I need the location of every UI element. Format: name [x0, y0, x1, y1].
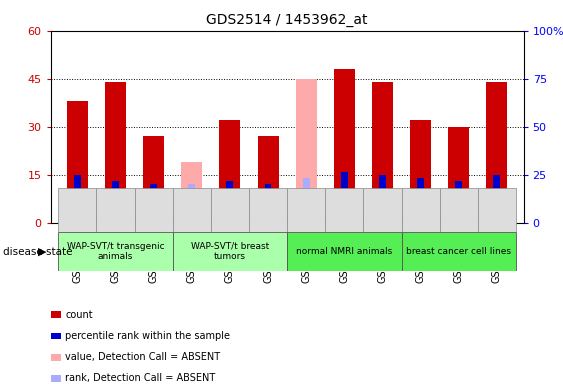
FancyBboxPatch shape: [287, 232, 401, 271]
Bar: [296, 79, 317, 223]
Bar: [334, 69, 355, 223]
Bar: [486, 82, 507, 223]
Bar: [265, 184, 271, 223]
Text: normal NMRI animals: normal NMRI animals: [296, 247, 392, 256]
Bar: [455, 181, 462, 223]
Bar: [372, 82, 393, 223]
Bar: [74, 175, 81, 223]
FancyBboxPatch shape: [59, 232, 173, 271]
Bar: [448, 127, 469, 223]
Bar: [112, 181, 119, 223]
FancyBboxPatch shape: [287, 188, 325, 232]
Bar: [143, 136, 164, 223]
Bar: [493, 175, 501, 223]
FancyBboxPatch shape: [325, 188, 363, 232]
FancyBboxPatch shape: [59, 188, 96, 232]
Bar: [258, 136, 279, 223]
FancyBboxPatch shape: [249, 188, 287, 232]
FancyBboxPatch shape: [96, 188, 135, 232]
Text: value, Detection Call = ABSENT: value, Detection Call = ABSENT: [65, 352, 221, 362]
FancyBboxPatch shape: [363, 188, 401, 232]
Text: percentile rank within the sample: percentile rank within the sample: [65, 331, 230, 341]
Text: ▶: ▶: [38, 247, 46, 257]
Bar: [181, 162, 202, 223]
Bar: [226, 181, 233, 223]
FancyBboxPatch shape: [401, 232, 516, 271]
FancyBboxPatch shape: [440, 188, 478, 232]
Text: count: count: [65, 310, 93, 320]
Bar: [410, 120, 431, 223]
Bar: [189, 184, 195, 223]
Text: breast cancer cell lines: breast cancer cell lines: [406, 247, 511, 256]
Text: WAP-SVT/t breast
tumors: WAP-SVT/t breast tumors: [191, 242, 269, 261]
FancyBboxPatch shape: [478, 188, 516, 232]
FancyBboxPatch shape: [401, 188, 440, 232]
FancyBboxPatch shape: [173, 188, 211, 232]
Text: disease state: disease state: [3, 247, 72, 257]
Bar: [303, 178, 310, 223]
Bar: [105, 82, 126, 223]
FancyBboxPatch shape: [211, 188, 249, 232]
Title: GDS2514 / 1453962_at: GDS2514 / 1453962_at: [207, 13, 368, 27]
Bar: [417, 178, 424, 223]
FancyBboxPatch shape: [173, 232, 287, 271]
Bar: [220, 120, 240, 223]
Text: rank, Detection Call = ABSENT: rank, Detection Call = ABSENT: [65, 373, 216, 383]
Text: WAP-SVT/t transgenic
animals: WAP-SVT/t transgenic animals: [66, 242, 164, 261]
Bar: [67, 101, 88, 223]
Bar: [379, 175, 386, 223]
Bar: [150, 184, 157, 223]
FancyBboxPatch shape: [135, 188, 173, 232]
Bar: [341, 172, 348, 223]
